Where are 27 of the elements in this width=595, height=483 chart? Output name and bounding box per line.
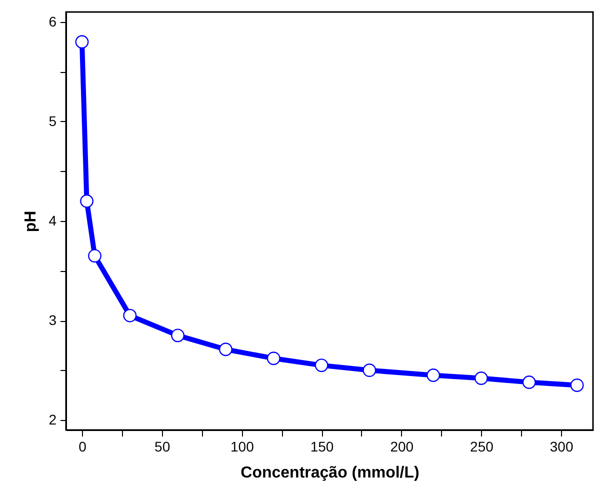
point: [362, 364, 376, 377]
point: [426, 368, 440, 382]
y-axis-title: pH: [22, 210, 40, 232]
y-tick-label: 2: [48, 412, 57, 428]
y-tick-label: 3: [48, 312, 57, 328]
y-tick-label: 4: [48, 212, 57, 228]
point: [218, 342, 232, 356]
x-tick-label: 250: [470, 438, 494, 454]
x-tick-label: 100: [230, 438, 254, 454]
x-tick-label: 150: [310, 438, 334, 454]
x-tick-label: 200: [390, 438, 414, 454]
point: [474, 372, 488, 385]
x-axis-title: Concentração (mmol/L): [240, 464, 420, 482]
point: [88, 249, 102, 263]
y-tick-label: 6: [48, 13, 57, 30]
point: [171, 328, 185, 342]
point: [570, 378, 584, 392]
point: [123, 308, 137, 322]
x-tick-label: 50: [154, 438, 170, 454]
x-tick-label: 300: [550, 438, 574, 454]
point: [80, 194, 94, 208]
point: [266, 352, 280, 366]
x-tick-label: 0: [78, 438, 87, 454]
point: [314, 358, 328, 372]
y-tick-label: 5: [48, 112, 57, 129]
point: [522, 376, 536, 389]
point: [75, 35, 89, 49]
